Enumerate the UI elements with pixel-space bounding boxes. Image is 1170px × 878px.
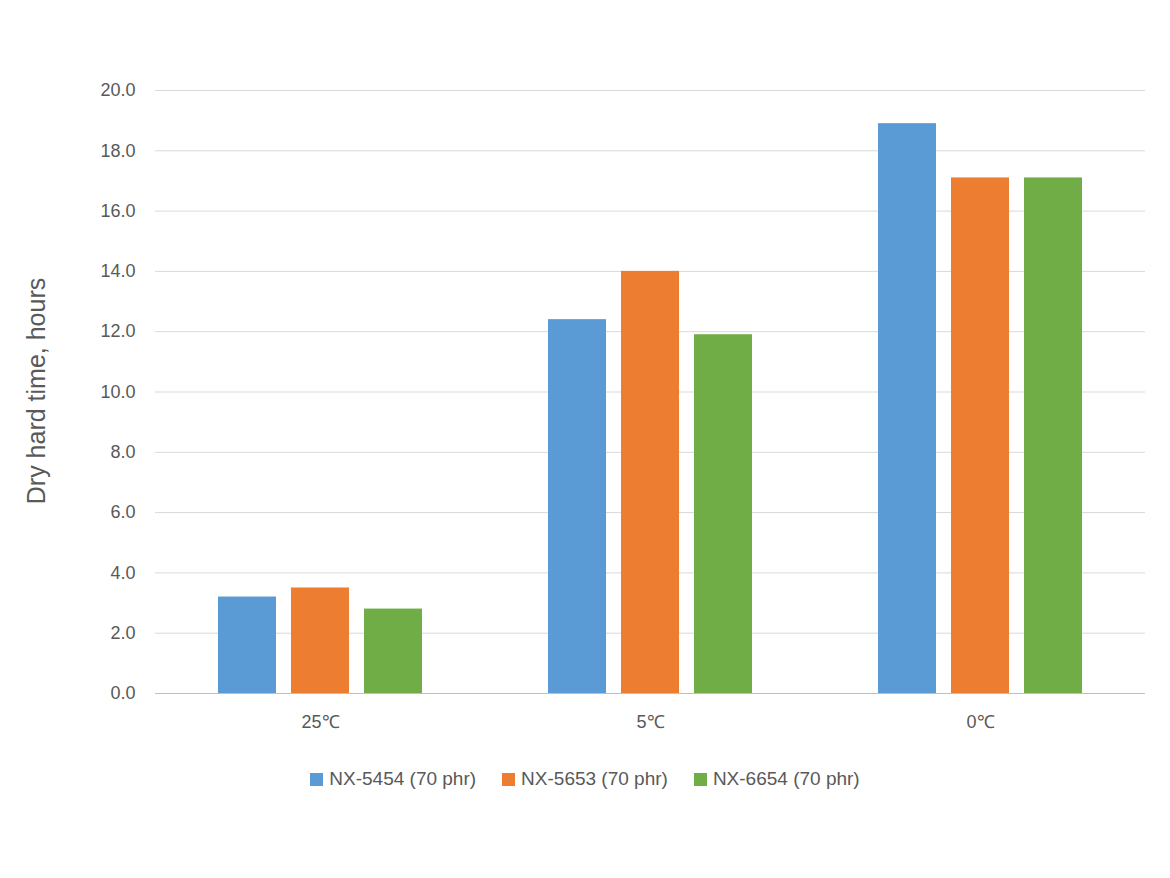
html-text:NX-5653 (70 phr): NX-5653 (70 phr) (521, 768, 668, 789)
svg-text:5℃: 5℃ (636, 712, 664, 732)
html-text:NX-6654 (70 phr): NX-6654 (70 phr) (712, 768, 860, 789)
svg-text:12.0: 12.0 (100, 321, 135, 341)
svg-text:20.0: 20.0 (100, 80, 135, 100)
svg-text:16.0: 16.0 (100, 201, 135, 221)
svg-text:0℃: 0℃ (966, 712, 994, 732)
svg-text:10.0: 10.0 (100, 382, 135, 402)
svg-text:8.0: 8.0 (110, 442, 135, 462)
svg-text:4.0: 4.0 (110, 563, 135, 583)
html-text:NX-5454 (70 phr): NX-5454 (70 phr) (329, 768, 477, 789)
svg-text:18.0: 18.0 (100, 141, 135, 161)
svg-text:6.0: 6.0 (110, 502, 135, 522)
html-text:Dry hard time, hours: Dry hard time, hours (21, 277, 50, 505)
svg-text:14.0: 14.0 (100, 261, 135, 281)
svg-text:2.0: 2.0 (110, 623, 135, 643)
svg-text:25℃: 25℃ (301, 712, 339, 732)
svg-text:0.0: 0.0 (110, 683, 135, 703)
